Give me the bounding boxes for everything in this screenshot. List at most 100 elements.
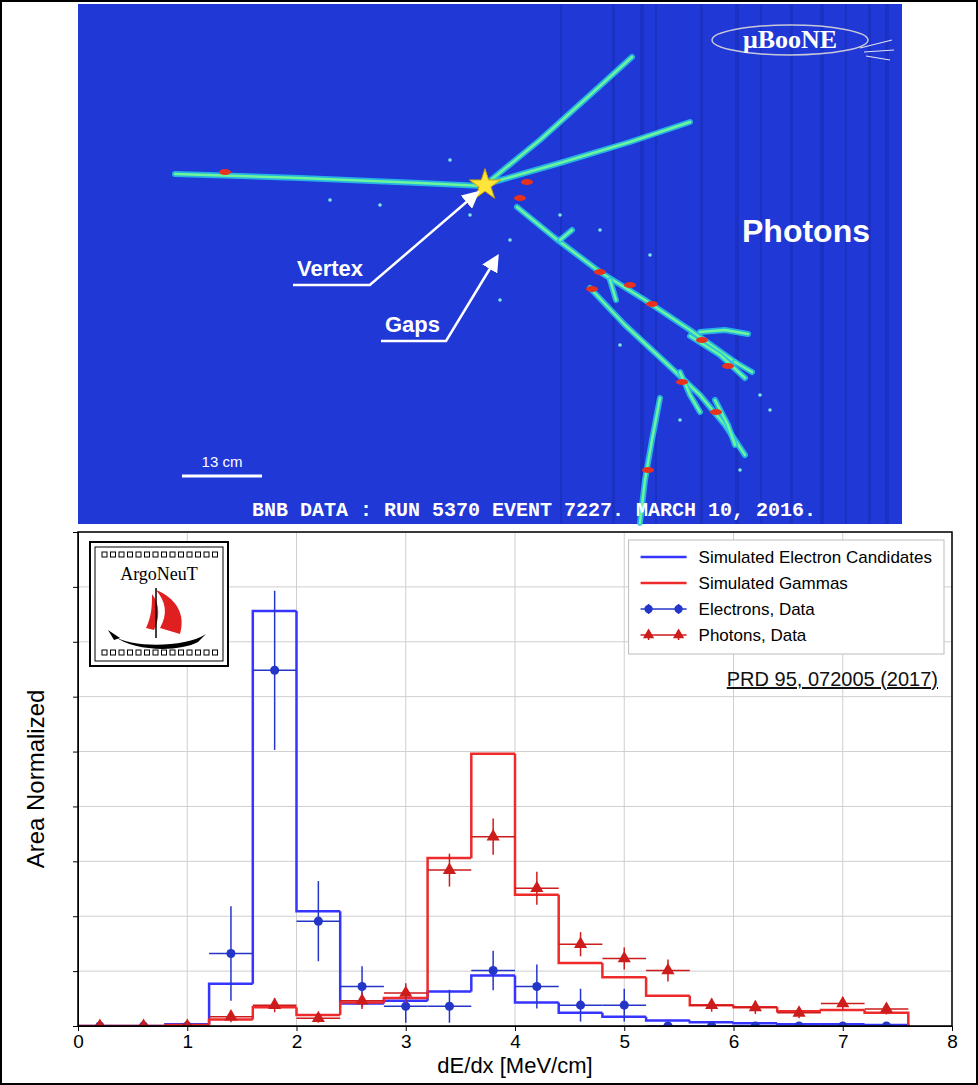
figure: μBooNEPhotonsVertexGaps13 cmBNB DATA : R… [0, 0, 978, 1085]
y-axis-title: Area Normalized [22, 690, 49, 869]
data-point [355, 993, 368, 1004]
data-point [314, 917, 323, 926]
y-tick [73, 1026, 78, 1027]
logo-mast [155, 588, 157, 638]
legend-entry: Simulated Gammas [641, 574, 848, 593]
logo-key [145, 650, 150, 655]
annotation: Gaps [385, 312, 440, 337]
noise-stripe [640, 4, 644, 524]
data-point [224, 1009, 237, 1020]
panel-label: Photons [742, 213, 870, 249]
x-tick: 7 [838, 1026, 849, 1052]
track-halo [560, 230, 572, 240]
x-axis: 012345678 [73, 1026, 958, 1052]
y-tick-mark [73, 806, 78, 807]
hit [508, 238, 512, 242]
y-tick-mark [73, 971, 78, 972]
y-tick-mark [73, 587, 78, 588]
logo-key [204, 650, 209, 655]
charge-deposit [710, 409, 722, 415]
grid [78, 532, 952, 1026]
charge-deposit [696, 337, 708, 343]
logo-text: ArgoNeuT [120, 564, 198, 584]
data-point [532, 982, 541, 991]
charge-deposit [646, 301, 658, 307]
x-tick: 2 [292, 1026, 303, 1052]
legend-swatch [644, 605, 652, 613]
logo-key [119, 650, 124, 655]
grid-line-y [78, 751, 952, 752]
logo-frame [90, 542, 228, 666]
logo-key [170, 552, 175, 557]
noise-stripe [790, 4, 793, 524]
data-point [358, 982, 367, 991]
logo-key [102, 650, 107, 655]
hit [448, 158, 452, 162]
track-halo [175, 174, 483, 186]
series-step [78, 754, 908, 1026]
noise-stripe [868, 4, 871, 524]
y-tick [73, 971, 78, 972]
series-errorbar [78, 819, 908, 1026]
data-point [661, 963, 674, 974]
histogram-bin [646, 1017, 690, 1021]
legend-swatch [641, 582, 687, 585]
y-tick-mark [73, 532, 78, 533]
data-point [93, 1018, 106, 1026]
charge-deposit [642, 467, 654, 473]
x-tick: 0 [73, 1026, 84, 1052]
charge-deposit [722, 363, 734, 369]
legend-entry: Photons, Data [641, 626, 807, 645]
legend-label: Simulated Electron Candidates [699, 548, 932, 567]
data-point [487, 829, 500, 840]
track-halo [700, 330, 748, 334]
logo-key [111, 552, 116, 557]
track-core [680, 372, 700, 412]
x-tick-mark [734, 1026, 735, 1031]
noise-stripe [885, 4, 889, 524]
logo-key [170, 650, 175, 655]
track-core [610, 280, 616, 300]
grid-line-y [78, 916, 952, 917]
hit [468, 213, 472, 217]
x-tick-label: 4 [510, 1031, 521, 1052]
y-tick [73, 861, 78, 862]
track-halo [690, 336, 745, 378]
histogram-bin [559, 895, 603, 963]
logo-key [136, 552, 141, 557]
noise-stripe [655, 4, 657, 524]
data-point [181, 1018, 194, 1026]
x-tick-label: 5 [619, 1031, 630, 1052]
logo-key [179, 650, 184, 655]
legend-label: Simulated Gammas [699, 574, 848, 593]
track-core [590, 288, 745, 455]
histogram-bin [297, 611, 341, 911]
charge-deposit [521, 179, 533, 185]
charge-deposit [676, 379, 688, 385]
logo-sail [156, 590, 182, 634]
x-tick-mark [952, 1026, 953, 1031]
hit [618, 343, 622, 347]
x-tick-mark [406, 1026, 407, 1031]
logo-key [119, 552, 124, 557]
logo-key [187, 650, 192, 655]
x-tick-mark [297, 1026, 298, 1031]
argoneut-logo: ArgoNeuT [90, 542, 228, 666]
y-tick [73, 752, 78, 753]
x-tick-label: 1 [182, 1031, 193, 1052]
data-point [489, 966, 498, 975]
data-point [618, 951, 631, 962]
data-point [880, 1001, 893, 1012]
y-tick [73, 532, 78, 533]
y-tick-mark [73, 861, 78, 862]
data-point [445, 1002, 454, 1011]
hit [758, 393, 762, 397]
x-tick: 8 [947, 1026, 958, 1052]
scale-label: 13 cm [202, 453, 243, 470]
x-tick-label: 6 [729, 1031, 740, 1052]
citation: PRD 95, 072005 (2017) [727, 668, 938, 690]
y-tick [73, 806, 78, 807]
noise-stripe [700, 4, 703, 524]
logo-key [204, 552, 209, 557]
y-tick-mark [73, 916, 78, 917]
